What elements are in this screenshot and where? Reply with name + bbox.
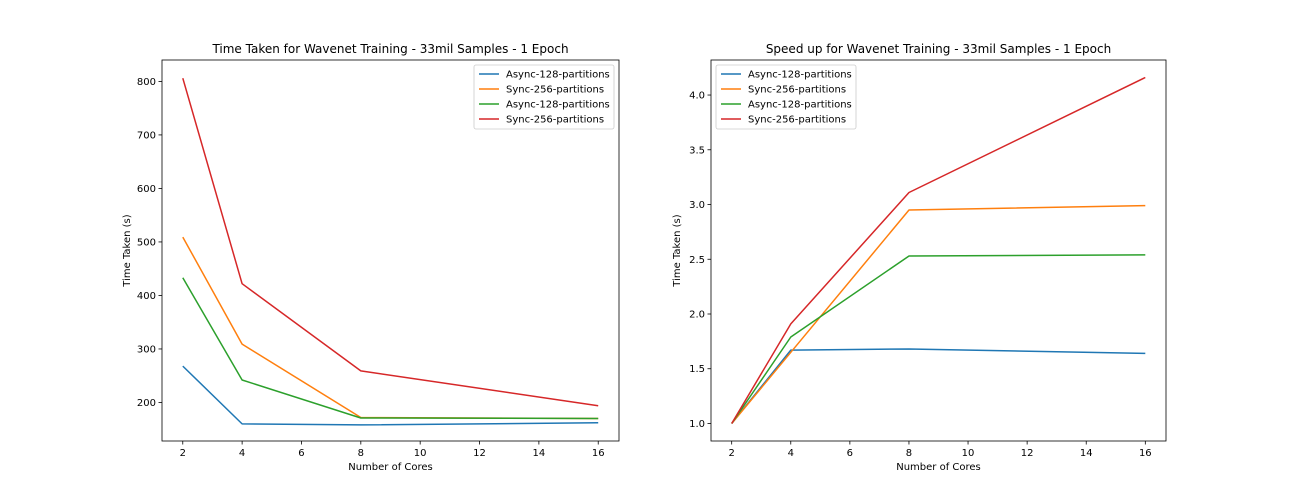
x-tick-label: 4: [239, 448, 245, 459]
x-tick-label: 14: [1080, 448, 1093, 459]
chart-time-taken: Time Taken for Wavenet Training - 33mil …: [122, 42, 620, 473]
x-tick-label: 6: [847, 448, 853, 459]
series-line-1: [731, 348, 1146, 424]
y-tick-label: 3.5: [689, 145, 705, 156]
x-tick-label: 8: [906, 448, 912, 459]
legend-label: Async-128-partitions: [506, 70, 610, 81]
legend-label: Sync-256-partitions: [506, 85, 604, 96]
y-tick-label: 3.0: [689, 200, 705, 211]
x-tick-label: 6: [298, 448, 304, 459]
legend-label: Sync-256-partitions: [748, 115, 846, 126]
y-tick-label: 1.0: [689, 419, 705, 430]
series-line-4: [182, 77, 599, 407]
legend-label: Async-128-partitions: [748, 100, 852, 111]
legend: Async-128-partitions Sync-256-partitions A…: [715, 64, 857, 130]
x-tick-label: 2: [180, 448, 186, 459]
y-tick-label: 700: [137, 130, 156, 141]
legend-label: Sync-256-partitions: [748, 85, 846, 96]
y-tick-label: 200: [137, 398, 156, 409]
y-tick-label: 2.5: [689, 255, 705, 266]
chart-title: Time Taken for Wavenet Training - 33mil …: [211, 42, 568, 56]
series-line-3: [182, 277, 599, 420]
y-tick-label: 4.0: [689, 91, 705, 102]
x-tick-label: 2: [728, 448, 734, 459]
x-tick-label: 16: [592, 448, 605, 459]
series-line-1: [182, 365, 599, 426]
chart-title: Speed up for Wavenet Training - 33mil Sa…: [766, 42, 1111, 56]
legend-label: Async-128-partitions: [506, 100, 610, 111]
legend-box: [473, 64, 615, 130]
x-tick-label: 12: [473, 448, 486, 459]
x-tick-label: 10: [414, 448, 427, 459]
y-tick-label: 2.0: [689, 310, 705, 321]
axes-frame: [710, 59, 1167, 442]
y-tick-label: 500: [137, 237, 156, 248]
legend-label: Sync-256-partitions: [506, 115, 604, 126]
y-axis-label: Time Taken (s): [672, 214, 683, 287]
series-line-2: [731, 204, 1146, 424]
x-tick-label: 12: [1021, 448, 1034, 459]
legend-label: Async-128-partitions: [748, 70, 852, 81]
y-tick-label: 400: [137, 291, 156, 302]
x-tick-label: 10: [962, 448, 975, 459]
y-tick-label: 800: [137, 77, 156, 88]
legend-box: [715, 64, 857, 130]
y-tick-label: 300: [137, 344, 156, 355]
axes-frame: [161, 59, 620, 442]
x-tick-label: 16: [1139, 448, 1152, 459]
chart-speed-up: Speed up for Wavenet Training - 33mil Sa…: [672, 42, 1167, 473]
y-tick-label: 1.5: [689, 364, 705, 375]
legend: Async-128-partitions Sync-256-partitions A…: [473, 64, 615, 130]
y-axis-label: Time Taken (s): [122, 214, 133, 287]
series-line-2: [182, 236, 599, 420]
y-tick-label: 600: [137, 184, 156, 195]
x-axis-label: Number of Cores: [896, 462, 981, 473]
series-line-3: [731, 254, 1146, 424]
x-tick-label: 14: [533, 448, 546, 459]
x-axis-label: Number of Cores: [348, 462, 433, 473]
series-line-4: [731, 76, 1146, 424]
x-tick-label: 8: [358, 448, 364, 459]
x-tick-label: 4: [788, 448, 794, 459]
